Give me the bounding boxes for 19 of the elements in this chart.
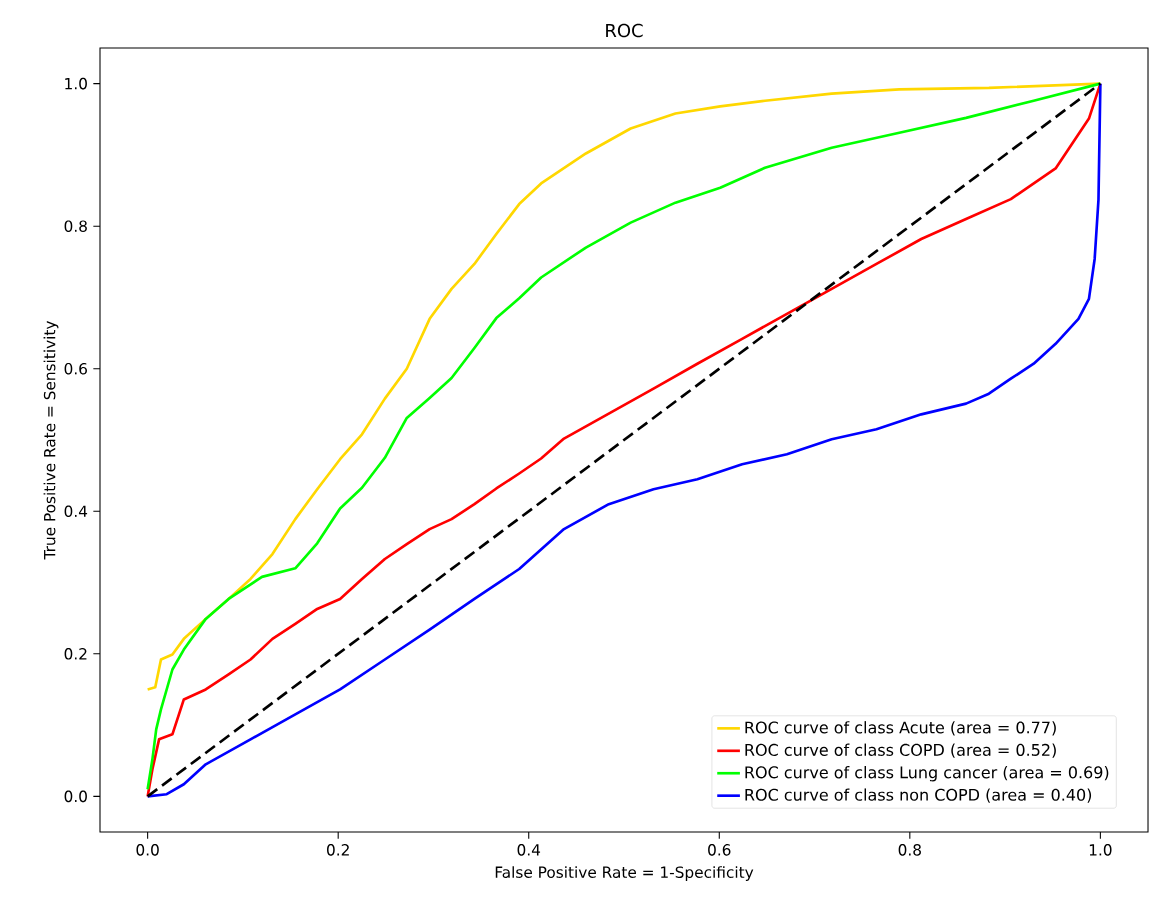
x-tick-label: 1.0 [1089, 844, 1112, 856]
x-tick-label: 0.8 [898, 844, 921, 856]
y-tick-label: 0.6 [64, 362, 87, 375]
legend-label: ROC curve of class COPD (area = 0.52) [745, 743, 1056, 758]
y-axis-title: True Positive Rate = Sensitivity [43, 320, 59, 560]
x-tick-label: 0.2 [327, 844, 349, 856]
legend-label: ROC curve of class non COPD (area = 0.40) [745, 788, 1092, 803]
y-tick-label: 0.4 [64, 505, 88, 518]
x-tick-label: 0.4 [517, 844, 541, 856]
y-tick-label: 0.8 [64, 220, 87, 232]
legend-label: ROC curve of class Lung cancer (area = 0.69) [745, 766, 1109, 782]
y-tick-label: 0.0 [64, 790, 87, 803]
legend-label: ROC curve of class Acute (area = 0.77) [745, 721, 1056, 736]
y-tick-label: 1.0 [65, 77, 87, 90]
y-tick-label: 0.2 [64, 648, 87, 660]
x-axis-title: False Positive Rate = 1-Specificity [495, 866, 754, 881]
x-tick-label: 0.6 [708, 844, 731, 856]
x-tick-label: 0.0 [136, 844, 159, 856]
chart-title: ROC [606, 23, 643, 38]
